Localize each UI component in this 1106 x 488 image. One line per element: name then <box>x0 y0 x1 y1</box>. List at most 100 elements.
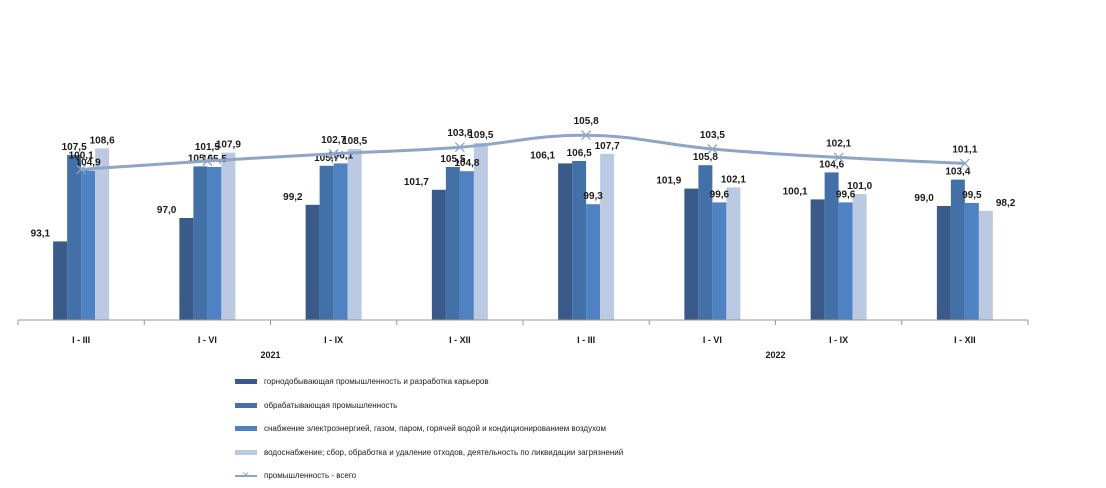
bar-value-label: 99,3 <box>583 191 603 202</box>
legend-item-energy-supply: снабжение электроэнергией, газом, паром,… <box>235 417 623 441</box>
bars-layer <box>53 143 993 320</box>
bar-value-label: 93,1 <box>31 228 51 239</box>
legend-swatch-manufacturing <box>235 402 257 408</box>
bar-series-1-cat-3 <box>445 167 460 320</box>
bar-series-1-cat-6 <box>824 172 839 320</box>
bar-series-3-cat-0 <box>95 148 110 320</box>
bar-series-2-cat-6 <box>838 202 853 320</box>
bar-value-label: 108,6 <box>90 135 115 146</box>
bar-value-label: 98,2 <box>996 198 1016 209</box>
total-line-value-label: 103,5 <box>700 130 725 141</box>
legend-swatch-mining <box>235 379 257 385</box>
bar-series-1-cat-5 <box>698 165 713 320</box>
bar-series-1-cat-2 <box>319 165 334 320</box>
legend-swatch-water-supply <box>235 449 257 455</box>
bar-series-3-cat-3 <box>473 143 488 320</box>
bar-series-2-cat-7 <box>964 203 979 320</box>
bar-value-label: 104,9 <box>76 158 101 169</box>
category-label: I - VI <box>703 335 722 345</box>
total-line-value-label: 103,8 <box>447 128 472 139</box>
bar-series-3-cat-2 <box>347 149 362 320</box>
bar-value-label: 99,6 <box>836 189 856 200</box>
bar-value-label: 102,1 <box>721 174 746 185</box>
bar-value-label: 103,4 <box>945 167 970 178</box>
category-label: I - XII <box>954 335 976 345</box>
bar-series-2-cat-3 <box>459 171 474 320</box>
category-label: I - III <box>577 335 595 345</box>
bar-value-label: 101,9 <box>656 176 681 187</box>
total-line-value-label: 101,5 <box>195 142 220 153</box>
bar-value-label: 106,1 <box>328 150 353 161</box>
bar-series-0-cat-5 <box>684 188 699 320</box>
legend-item-water-supply: водоснабжение; сбор, обработка и удалени… <box>235 441 623 465</box>
total-line-marker <box>833 152 844 163</box>
category-label: I - IX <box>324 335 343 345</box>
bar-series-1-cat-4 <box>572 161 587 320</box>
bar-value-label: 99,6 <box>710 189 730 200</box>
total-line-marker <box>707 144 718 154</box>
bar-value-label: 109,5 <box>468 130 493 141</box>
legend-item-manufacturing: обрабатывающая промышленность <box>235 394 623 418</box>
bar-series-0-cat-4 <box>558 163 573 320</box>
bar-series-3-cat-4 <box>600 153 615 320</box>
bar-value-label: 108,5 <box>342 136 367 147</box>
legend-item-mining: горнодобывающая промышленность и разрабо… <box>235 370 623 394</box>
bar-series-0-cat-7 <box>936 206 951 320</box>
total-line-value-label: 105,8 <box>574 116 599 127</box>
bar-series-0-cat-0 <box>53 241 68 320</box>
total-line-marker <box>959 158 970 169</box>
legend-label-mining: горнодобывающая промышленность и разрабо… <box>264 377 489 387</box>
legend-label-energy-supply: снабжение электроэнергией, газом, паром,… <box>264 424 606 434</box>
bar-value-label: 101,0 <box>847 181 872 192</box>
legend-swatch-energy-supply <box>235 426 257 432</box>
legend: горнодобывающая промышленность и разрабо… <box>235 370 623 488</box>
year-label-2021: 2021 <box>260 350 280 360</box>
total-line-labels-layer: 100,1 101,5 102,7 103,8 105,8 103,5 102,1 101,1 <box>69 116 978 161</box>
bar-series-0-cat-3 <box>431 189 446 320</box>
bar-value-label: 99,5 <box>962 190 982 201</box>
bar-series-2-cat-5 <box>712 202 727 320</box>
category-label: I - VI <box>198 335 217 345</box>
bar-series-3-cat-7 <box>978 210 993 320</box>
legend-swatch-industry-total: ✕ <box>235 471 257 481</box>
total-line-value-label: 102,7 <box>321 135 346 146</box>
bar-series-2-cat-0 <box>81 170 96 320</box>
legend-label-industry-total: промышленность - всего <box>264 471 357 481</box>
bar-series-0-cat-6 <box>810 199 825 320</box>
bar-value-label: 105,5 <box>440 154 465 165</box>
bar-series-3-cat-1 <box>221 152 236 320</box>
total-industry-line <box>81 133 965 171</box>
legend-label-water-supply: водоснабжение; сбор, обработка и удалени… <box>264 447 624 457</box>
bar-series-1-cat-0 <box>67 155 82 320</box>
bar-labels-layer: 93,1 107,5 104,9 108,6 97,0 105,6 105,5 107,9 99… <box>31 130 1016 239</box>
bar-value-label: 106,5 <box>567 148 592 159</box>
bar-value-label: 106,1 <box>530 150 555 161</box>
total-line-marker <box>328 148 339 159</box>
bar-series-2-cat-4 <box>586 204 601 320</box>
bar-series-0-cat-1 <box>179 218 194 320</box>
total-line-value-label: 102,1 <box>826 138 851 149</box>
bar-value-label: 105,6 <box>188 153 213 164</box>
category-labels-layer: I - III I - VI I - IX I - XII I - III I - VI I… <box>72 335 976 345</box>
total-line-markers-layer <box>76 130 970 175</box>
total-line-marker <box>76 164 87 175</box>
bar-value-label: 107,7 <box>595 141 620 152</box>
year-label-2022: 2022 <box>765 350 785 360</box>
bar-series-1-cat-1 <box>193 166 208 320</box>
total-line-marker <box>581 130 592 141</box>
bar-series-3-cat-5 <box>726 187 741 320</box>
category-label: I - III <box>72 335 90 345</box>
bar-series-2-cat-2 <box>333 163 348 320</box>
legend-label-manufacturing: обрабатывающая промышленность <box>264 400 398 410</box>
category-label: I - IX <box>829 335 848 345</box>
bar-value-label: 104,6 <box>819 159 844 170</box>
total-line-marker <box>454 142 465 153</box>
bar-value-label: 107,9 <box>216 140 241 151</box>
bar-value-label: 99,0 <box>914 193 934 204</box>
bar-value-label: 105,7 <box>314 153 339 164</box>
bar-series-2-cat-1 <box>207 167 222 320</box>
total-line-value-label: 100,1 <box>69 150 94 161</box>
bar-series-1-cat-7 <box>950 179 965 320</box>
category-label: I - XII <box>449 335 471 345</box>
bar-value-label: 105,8 <box>693 152 718 163</box>
